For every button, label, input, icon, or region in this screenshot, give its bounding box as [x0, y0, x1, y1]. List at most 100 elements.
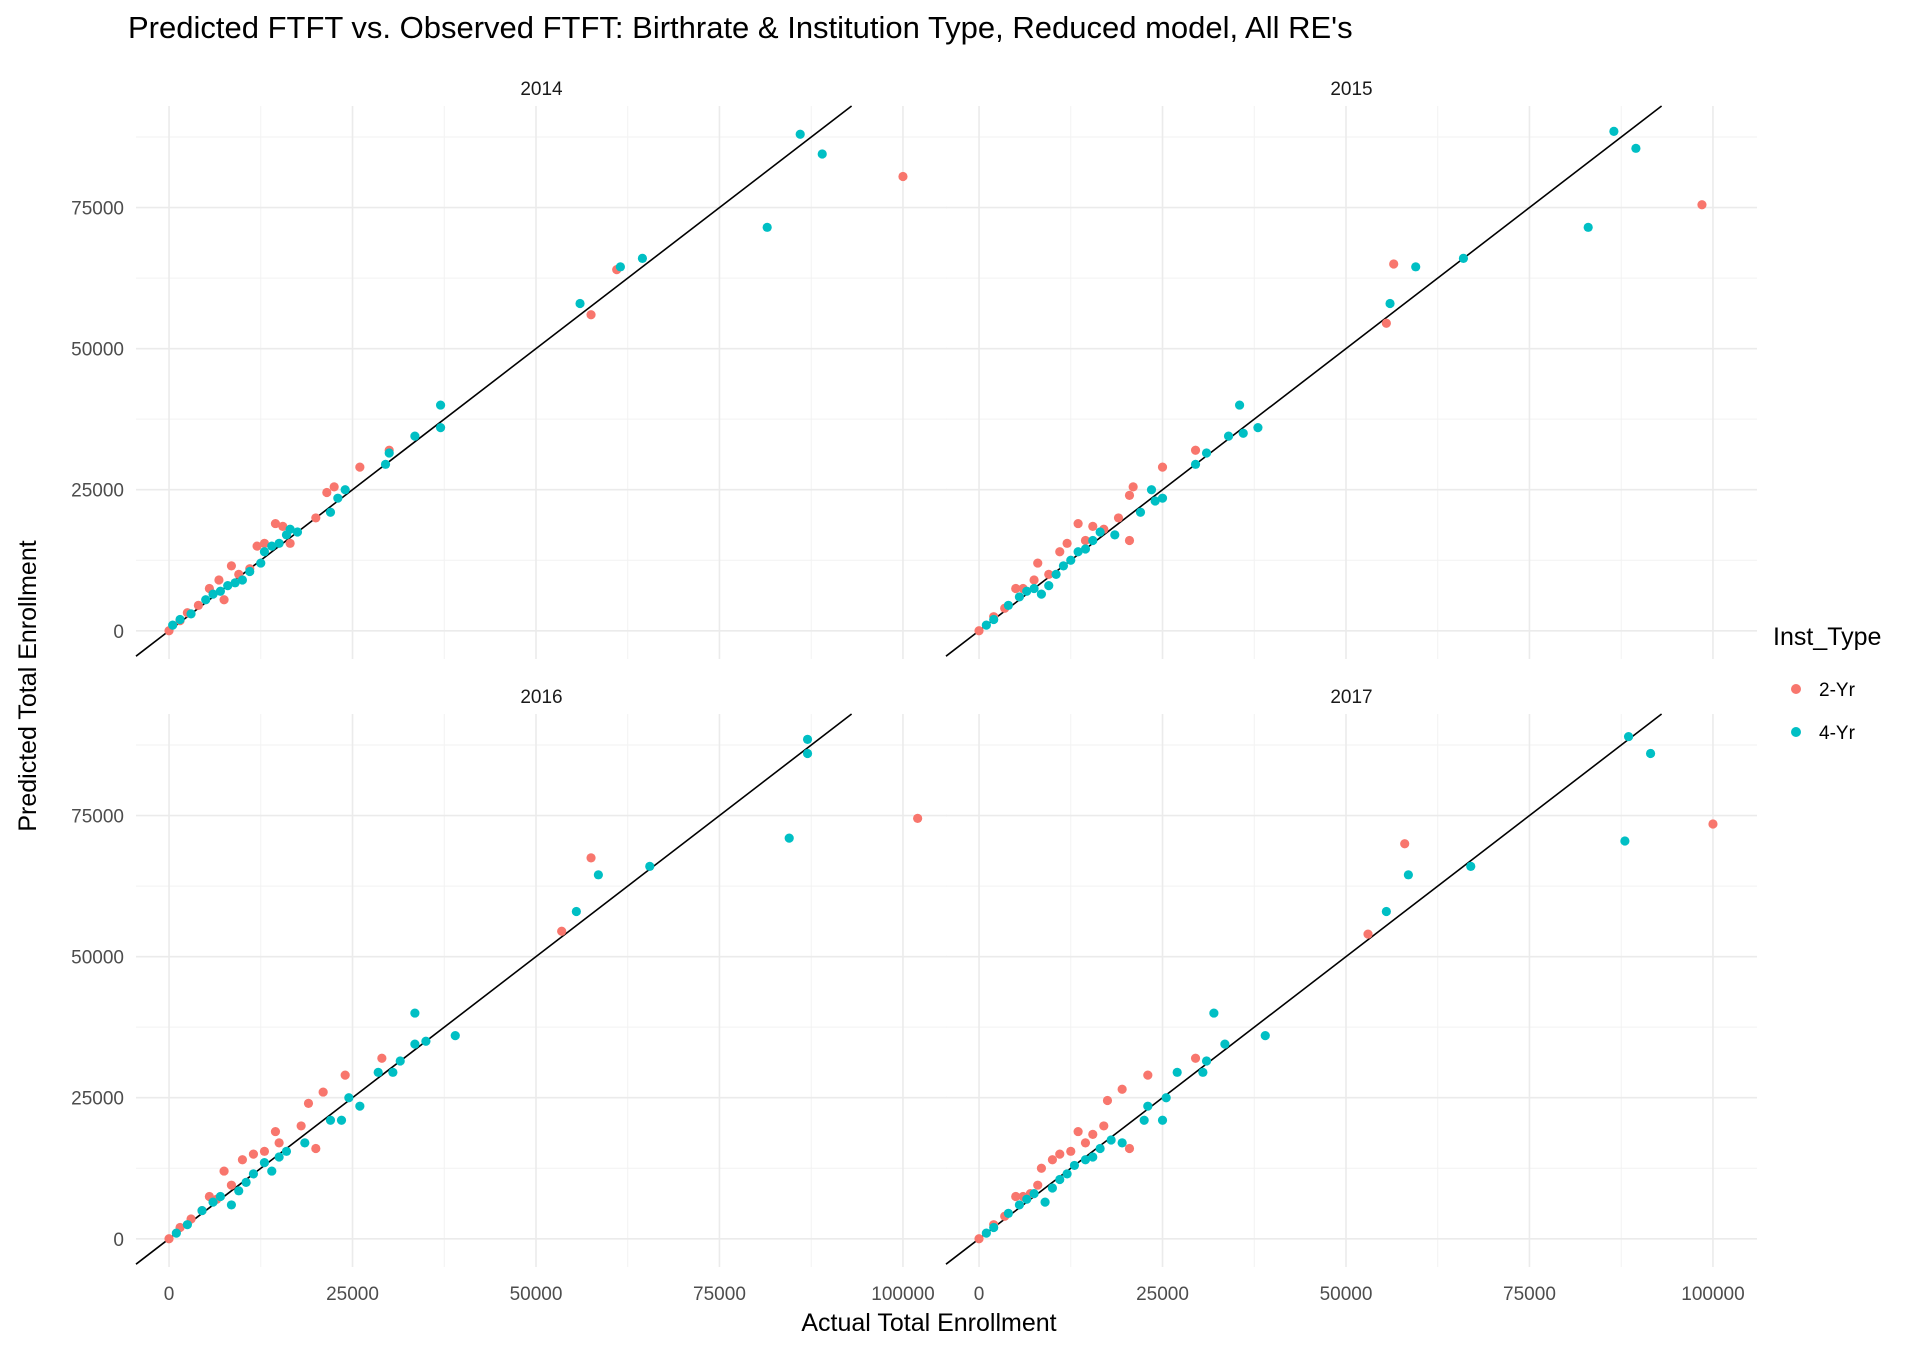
data-point-4-yr — [234, 1186, 244, 1196]
data-point-4-yr — [1047, 1183, 1058, 1193]
data-point-2-yr — [1190, 1053, 1201, 1063]
data-point-4-yr — [981, 1228, 991, 1238]
data-point-2-yr — [1190, 445, 1201, 455]
data-point-4-yr — [421, 1036, 431, 1046]
data-point-2-yr — [1113, 513, 1124, 523]
data-point-4-yr — [241, 1177, 251, 1187]
data-point-4-yr — [1095, 527, 1105, 537]
data-point-2-yr — [259, 538, 270, 548]
data-point-4-yr — [1645, 748, 1656, 759]
data-point-4-yr — [274, 1152, 284, 1162]
data-point-2-yr — [1044, 569, 1054, 579]
data-point-2-yr — [219, 1166, 229, 1176]
data-point-4-yr — [1055, 1174, 1065, 1185]
data-point-4-yr — [575, 298, 585, 309]
data-point-4-yr — [593, 870, 603, 880]
data-point-2-yr — [1697, 200, 1707, 210]
data-point-2-yr — [1036, 1163, 1047, 1173]
data-point-4-yr — [333, 493, 343, 503]
data-point-4-yr — [171, 1228, 181, 1238]
data-point-2-yr — [296, 1121, 306, 1131]
data-point-4-yr — [384, 448, 394, 458]
y-tick-label: 75000 — [71, 807, 124, 828]
data-point-4-yr — [784, 833, 794, 843]
data-point-4-yr — [1058, 561, 1069, 571]
data-point-4-yr — [182, 1220, 192, 1230]
data-point-4-yr — [344, 1093, 354, 1103]
data-point-2-yr — [1124, 490, 1135, 500]
data-point-2-yr — [226, 1180, 237, 1190]
x-tick-label: 50000 — [510, 1284, 563, 1305]
data-point-4-yr — [1157, 493, 1168, 503]
facet-label: 2015 — [1330, 79, 1372, 100]
data-point-4-yr — [285, 524, 295, 534]
data-point-4-yr — [435, 400, 446, 410]
y-axis-title: Predicted Total Enrollment — [14, 540, 42, 831]
data-point-4-yr — [168, 620, 178, 630]
data-point-2-yr — [1363, 929, 1373, 939]
x-tick-label: 75000 — [693, 1284, 746, 1305]
data-point-4-yr — [1198, 1067, 1208, 1077]
data-point-4-yr — [981, 620, 991, 630]
data-point-4-yr — [802, 748, 813, 759]
data-point-4-yr — [208, 1197, 218, 1207]
data-point-4-yr — [175, 614, 185, 625]
data-point-2-yr — [1088, 1129, 1098, 1139]
data-point-2-yr — [1124, 1143, 1135, 1154]
legend-key-2-yr — [1791, 684, 1801, 694]
facet-label: 2017 — [1330, 687, 1372, 708]
chart-title: Predicted FTFT vs. Observed FTFT: Birthr… — [128, 10, 1353, 45]
data-point-4-yr — [1146, 485, 1157, 495]
data-point-4-yr — [645, 861, 655, 871]
data-point-4-yr — [237, 575, 248, 585]
data-point-2-yr — [274, 1138, 284, 1148]
data-point-4-yr — [197, 1205, 207, 1216]
data-point-4-yr — [1073, 547, 1083, 557]
data-point-4-yr — [336, 1115, 347, 1125]
data-point-2-yr — [898, 171, 908, 182]
data-point-4-yr — [1201, 1056, 1212, 1066]
data-point-2-yr — [377, 1053, 387, 1063]
data-point-4-yr — [637, 253, 648, 263]
data-point-4-yr — [410, 431, 420, 441]
x-tick-label: 100000 — [871, 1284, 934, 1305]
data-point-4-yr — [248, 1169, 259, 1179]
data-point-4-yr — [1223, 431, 1234, 441]
data-point-4-yr — [1117, 1138, 1127, 1148]
data-point-4-yr — [817, 149, 827, 159]
data-point-2-yr — [1047, 1155, 1058, 1165]
data-point-4-yr — [1135, 507, 1146, 517]
x-tick-label: 100000 — [1681, 1284, 1744, 1305]
x-tick-label: 50000 — [1320, 1284, 1373, 1305]
data-point-2-yr — [557, 926, 567, 936]
data-point-2-yr — [252, 541, 262, 551]
data-point-4-yr — [1234, 400, 1245, 410]
facet-label: 2016 — [520, 687, 562, 708]
data-point-2-yr — [586, 310, 596, 320]
data-point-4-yr — [388, 1067, 398, 1077]
data-point-4-yr — [1036, 589, 1047, 599]
data-point-2-yr — [1033, 558, 1043, 568]
data-point-2-yr — [1066, 1146, 1076, 1156]
data-point-2-yr — [237, 1155, 248, 1165]
data-point-4-yr — [226, 1200, 237, 1210]
data-point-2-yr — [1099, 1121, 1109, 1131]
data-point-4-yr — [223, 581, 233, 591]
data-point-4-yr — [1209, 1008, 1219, 1018]
data-point-2-yr — [913, 813, 923, 823]
data-point-4-yr — [1201, 448, 1212, 458]
data-point-4-yr — [1080, 1155, 1091, 1165]
data-point-4-yr — [1062, 1169, 1072, 1179]
data-point-4-yr — [267, 541, 277, 551]
data-point-2-yr — [1117, 1084, 1127, 1094]
x-axis-title: Actual Total Enrollment — [801, 1309, 1056, 1337]
data-point-4-yr — [1040, 1197, 1050, 1207]
data-point-2-yr — [974, 626, 984, 636]
data-point-4-yr — [355, 1101, 365, 1111]
data-point-4-yr — [373, 1067, 383, 1077]
data-point-4-yr — [1014, 1200, 1024, 1210]
data-point-2-yr — [1073, 1126, 1083, 1137]
data-point-2-yr — [329, 482, 339, 492]
